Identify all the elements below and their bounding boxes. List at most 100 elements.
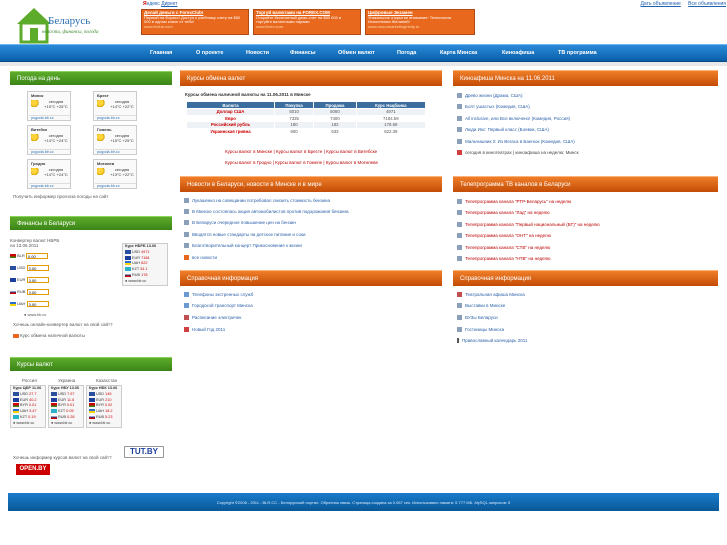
cinema-item[interactable]: Болт ушастых (Комедия, США) <box>457 104 530 110</box>
weather-tile-vitebsk[interactable]: Витебск сегодня +14°C +24°C pogoda.blr.cc <box>27 125 71 155</box>
flag-us-icon <box>10 266 16 270</box>
yandex-direct-label[interactable]: Яндекс Директ <box>143 1 178 7</box>
ad-forexcom[interactable]: Торгуй валютами на FOREX.COM Откройте бес… <box>253 9 361 35</box>
weather-tile-gomel[interactable]: Гомель сегодня +15°C +25°C pogoda.blr.cc <box>93 125 137 155</box>
train-icon <box>184 315 189 321</box>
city-rates-links-1[interactable]: Курсы валют в Минске | Курсы валют в Бре… <box>225 149 378 154</box>
tv-icon <box>457 245 462 251</box>
tutby-logo[interactable]: TUT.BY <box>124 446 164 458</box>
converter-row-usd: USD <box>10 265 49 272</box>
info-left-title: Справочная информация <box>180 270 442 286</box>
film-icon <box>457 104 462 110</box>
nav-weather[interactable]: Погода <box>397 50 417 56</box>
info-item-phones[interactable]: Телефоны экстренных служб <box>184 292 253 298</box>
film-icon <box>457 139 462 145</box>
news-icon <box>184 220 189 226</box>
phone-icon <box>184 292 189 298</box>
tv-item[interactable]: Телепрограмма канала "СТВ" на неделю <box>457 245 550 251</box>
cinema-title: Киноафиша Минска на 11.06.2011 <box>453 70 718 86</box>
converter-informer-link[interactable]: Хочешь онлайн-конвертер валют на свой са… <box>13 322 113 327</box>
rates-table-kazakh: Курс НБК 13.06 USD 145 EUR 210 BYR 0.02 … <box>86 385 122 428</box>
sun-cloud-icon <box>97 100 105 107</box>
gallery-icon <box>457 303 462 309</box>
weather-tile-minsk[interactable]: Минск сегодня +15°C +25°C pogoda.blr.cc <box>27 91 71 121</box>
weather-tile-brest[interactable]: Брест сегодня +14°C +22°C pogoda.blr.cc <box>93 91 137 121</box>
converter-input-rub[interactable] <box>26 289 49 295</box>
ad-exam[interactable]: Цифровые Экзамен Уникальное открытие вним… <box>365 9 475 35</box>
openby-logo[interactable]: OPEN.BY <box>16 464 50 475</box>
cash-rates-link[interactable]: Курс обмена наличной валюты <box>13 333 85 338</box>
rates-informer-link[interactable]: Хочешь информер курсов валют на свой сай… <box>13 455 112 460</box>
converter-input-usd[interactable] <box>26 265 49 271</box>
exchange-subtitle: Курсы обмена наличной валюты на 11.06.20… <box>185 92 311 97</box>
rates-col-russia: Россия <box>22 378 37 383</box>
news-item[interactable]: Благотворительный концерт Прикосновение … <box>184 243 302 249</box>
tv-item[interactable]: Телепрограмма канала "Первый национальны… <box>457 222 600 228</box>
info-left-panel: Справочная информация Телефоны экстренны… <box>180 270 442 338</box>
table-row: Доллар США 5010 5060 4971 <box>186 108 427 116</box>
tv-item[interactable]: Телепрограмма канала "Лад" на неделю <box>457 210 550 216</box>
news-title: Новости в Беларуси, новости в Минске и в… <box>180 176 442 192</box>
cinema-item[interactable]: Древо жизни (Драма, США) <box>457 93 523 99</box>
bus-icon <box>184 303 189 309</box>
cinema-item[interactable]: Люди Икс: Первый класс (Боевик, США) <box>457 127 549 133</box>
ad-forexclub[interactable]: Делай деньги с ForexClub! Первый на Форек… <box>141 9 249 35</box>
site-logo[interactable] <box>14 6 134 46</box>
news-item[interactable]: В Беларуси очередное повышение цен на бе… <box>184 220 296 226</box>
info-item-transport[interactable]: Городской транспорт Минска <box>184 303 253 309</box>
converter-input-eur[interactable] <box>26 277 49 283</box>
info-item-hotels[interactable]: Гостиницы Минска <box>457 327 504 333</box>
nav-finance[interactable]: Финансы <box>290 50 316 56</box>
tv-item[interactable]: Телепрограмма канала "ОНТ" на неделю <box>457 233 551 239</box>
weather-panel: Погода на день Минск сегодня +15°C +25°C … <box>10 71 172 201</box>
news-icon <box>184 198 189 204</box>
info-right-title: Справочная информация <box>453 270 718 286</box>
post-ad-link[interactable]: Дать объявление <box>640 1 681 7</box>
tv-item[interactable]: Телепрограмма канала "НТВ" на неделю <box>457 256 551 262</box>
tv-icon <box>457 233 462 239</box>
all-news-link[interactable]: все новости <box>184 255 217 261</box>
city-rates-links-2[interactable]: Курсы валют в Гродно | Курсы валют в Гом… <box>225 160 378 165</box>
flag-ru-icon <box>10 290 16 294</box>
cinema-schedule-link[interactable]: сегодня в кинотеатрах | киноафиша на нед… <box>457 150 579 156</box>
logo-subtitle: новости, финансы, погода <box>42 30 99 35</box>
all-ads-link[interactable]: Все объявления <box>688 1 726 7</box>
weather-informer-link[interactable]: Получить информер прогноза погоды на сай… <box>13 194 109 199</box>
cinema-item[interactable]: Мальчишник 2: Из Вегаса в Бангкок (Комед… <box>457 139 575 145</box>
nav-home[interactable]: Главная <box>150 50 173 56</box>
converter-site[interactable]: ● www.blr.cc <box>24 312 47 317</box>
info-item-universities[interactable]: ВУЗы Беларуси <box>457 315 498 321</box>
converter-title: Конвертер валют НБРБ на 13.06.2011 <box>10 238 60 248</box>
info-item-trains[interactable]: Расписание электричек <box>184 315 241 321</box>
flag-by-icon <box>10 254 16 258</box>
converter-input-uah[interactable] <box>26 301 49 307</box>
cinema-item[interactable]: All inclusive, или Все включено! (Комеди… <box>457 116 570 122</box>
nav-cinema[interactable]: Киноафиша <box>502 50 535 56</box>
tv-icon <box>457 222 462 228</box>
info-item-exhibitions[interactable]: Выставки в Минске <box>457 303 505 309</box>
info-item-theatre[interactable]: Театральная афиша Минска <box>457 292 525 298</box>
news-icon <box>184 232 189 238</box>
tv-title: Телепрограмма ТВ каналов в Беларуси <box>453 176 718 192</box>
news-item[interactable]: Вводятся новые стандарты на детское пита… <box>184 232 305 238</box>
info-item-newyear[interactable]: Новый Год 2011 <box>184 327 225 333</box>
film-icon <box>457 93 462 99</box>
weather-tile-grodno[interactable]: Гродно сегодня +14°C +24°C pogoda.blr.cc <box>27 159 71 189</box>
nav-tv[interactable]: ТВ программа <box>558 50 597 56</box>
nav-about[interactable]: О проекте <box>196 50 224 56</box>
converter-input-blr[interactable] <box>25 253 48 259</box>
news-item[interactable]: Лукашенко на совещании потребовал снизит… <box>184 198 330 204</box>
nav-map[interactable]: Карта Минска <box>440 50 478 56</box>
converter-row-blr: BLR <box>10 253 48 260</box>
nav-exchange[interactable]: Обмен валют <box>338 50 375 56</box>
ticket-icon <box>457 150 462 156</box>
table-row: Украинская гривна 600 633 622.39 <box>186 127 427 135</box>
info-right-panel: Справочная информация Театральная афиша … <box>453 270 718 348</box>
tv-item[interactable]: Телепрограмма канала "РТР-Беларусь" на н… <box>457 199 571 205</box>
weather-tile-mogilev[interactable]: Могилев сегодня +13°C +22°C pogoda.blr.cc <box>93 159 137 189</box>
info-item-calendar[interactable]: Православный календарь 2011 <box>457 338 527 344</box>
nav-news[interactable]: Новости <box>246 50 270 56</box>
rates-table-russia: Курс ЦБР 11.06 USD 27.7 EUR 40.2 BYR 0.0… <box>10 385 46 428</box>
house-logo-icon <box>17 8 51 44</box>
news-item[interactable]: В Минске состоялась акция автомобилистов… <box>184 209 349 215</box>
